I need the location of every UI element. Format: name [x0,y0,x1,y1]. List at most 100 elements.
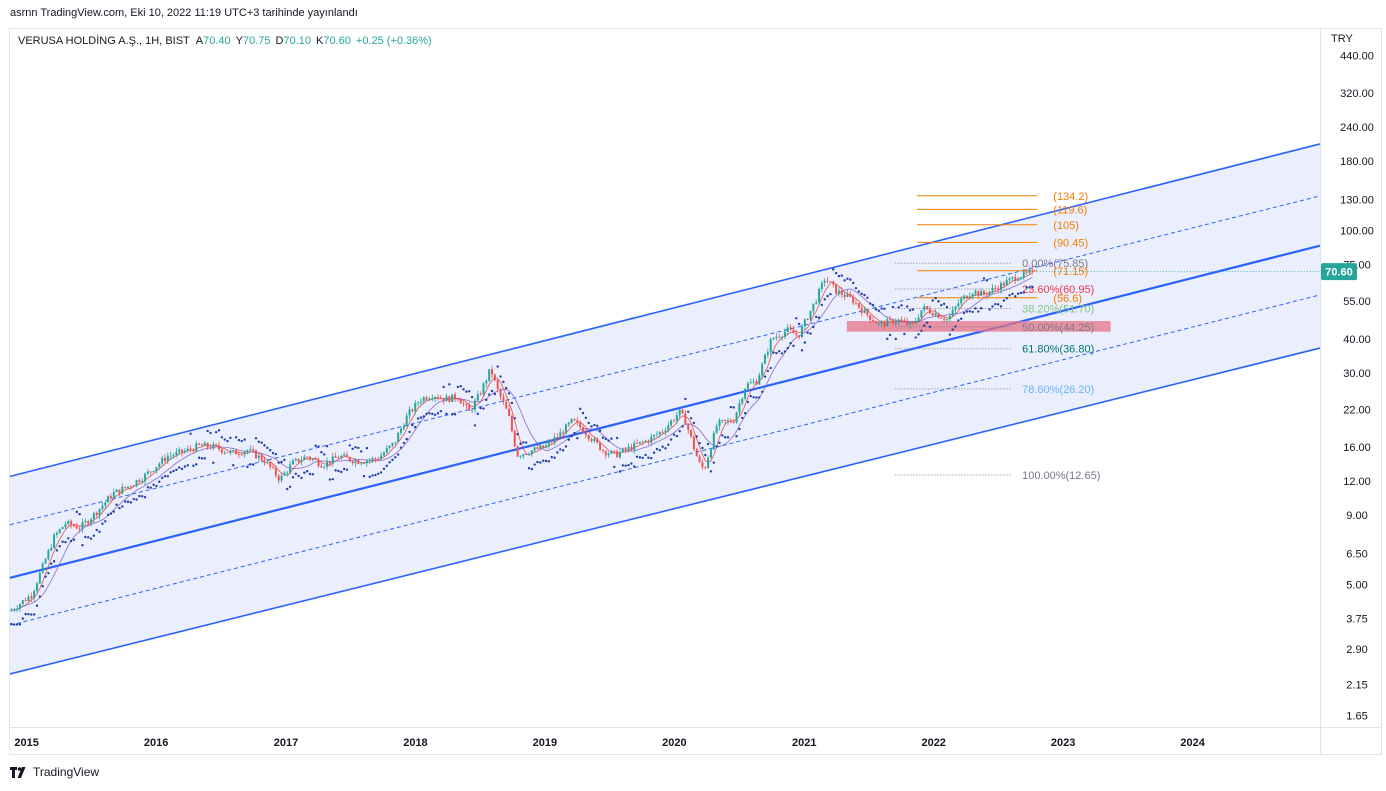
candle-body [195,443,198,452]
candle-body [786,327,789,332]
psar-dot [618,470,622,473]
candle-body [448,396,451,402]
candle-body [937,313,940,318]
candle-body [621,448,624,453]
psar-dot [462,388,465,391]
candle-body [874,321,877,324]
psar-dot [581,411,585,415]
symbol-name: VERUSA HOLDİNG A.Ş., 1H, BIST [18,35,190,47]
psar-dot [607,439,610,442]
candle-body [729,420,732,423]
psar-dot [30,613,33,616]
psar-dot [991,305,994,308]
psar-dot [505,386,508,390]
candle-body [1008,278,1011,281]
psar-dot [129,501,133,504]
psar-dot [197,456,201,459]
psar-dot [672,433,676,436]
psar-dot [169,471,172,474]
psar-dot [948,333,952,336]
psar-dot [979,307,983,310]
psar-dot [738,427,741,431]
tradingview-footer[interactable]: TradingView [10,765,99,779]
candle-body [223,452,226,454]
candle-body [309,456,312,460]
candle-body [931,313,934,316]
candle-body [385,447,388,453]
candle-body [280,475,283,481]
psar-dot [721,434,724,437]
candle-body [465,404,468,406]
candle-body [428,398,431,400]
candle-body [891,319,894,324]
candle-body [303,456,306,460]
candle-body [169,455,172,457]
candle-body [510,416,513,432]
psar-dot [925,321,929,324]
currency-label[interactable]: TRY [1331,33,1353,45]
psar-dot [385,464,388,468]
psar-dot [681,425,684,428]
candle-body [675,415,678,421]
candle-body [166,456,169,461]
candle-body [397,432,400,442]
psar-dot [32,613,36,616]
candle-body [340,455,343,459]
psar-dot [357,446,360,450]
psar-dot [527,467,531,470]
psar-dot [496,365,499,368]
psar-dot [217,429,221,432]
psar-dot [408,430,411,434]
candle-body [283,472,286,476]
psar-dot [300,476,303,480]
candle-body [144,473,147,481]
candle-body [163,457,166,461]
psar-dot [485,398,488,402]
psar-dot [573,432,576,435]
candle-body [832,281,835,285]
candle-body [573,418,576,421]
psar-dot [175,468,178,472]
last-price-label: 70.60 [1325,267,1353,279]
candle-body [311,458,314,460]
extension-level-label: (90.45) [1053,237,1088,249]
candle-body [840,290,843,295]
candle-body [735,412,738,423]
psar-dot [621,464,625,467]
psar-dot [311,473,315,476]
psar-dot [362,474,366,478]
candle-body [434,397,437,399]
candle-body [55,532,58,535]
psar-dot [1016,292,1020,295]
psar-dot [143,496,147,499]
price-tick-label: 40.00 [1343,334,1371,346]
psar-dot [206,429,209,433]
candle-body [13,609,16,611]
psar-dot [760,390,764,393]
candle-body [826,280,829,282]
psar-dot [914,336,917,339]
candle-body [402,426,405,429]
candle-body [476,394,479,401]
candle-body [951,309,954,317]
candle-body [249,449,252,451]
candle-body [900,319,903,321]
candle-body [502,396,505,402]
psar-dot [431,412,434,416]
candle-body [320,466,323,468]
candle-body [408,409,411,416]
psar-dot [192,464,195,467]
candle-body [377,459,380,461]
tradingview-brand: TradingView [33,765,100,779]
candle-body [206,443,209,448]
candle-body [331,456,334,464]
candle-body [806,319,809,320]
psar-dot [249,463,252,466]
candle-body [667,425,670,431]
candle-body [562,432,565,434]
candle-body [21,600,24,605]
psar-dot [291,476,295,479]
psar-dot [797,322,801,326]
psar-dot [923,324,926,327]
